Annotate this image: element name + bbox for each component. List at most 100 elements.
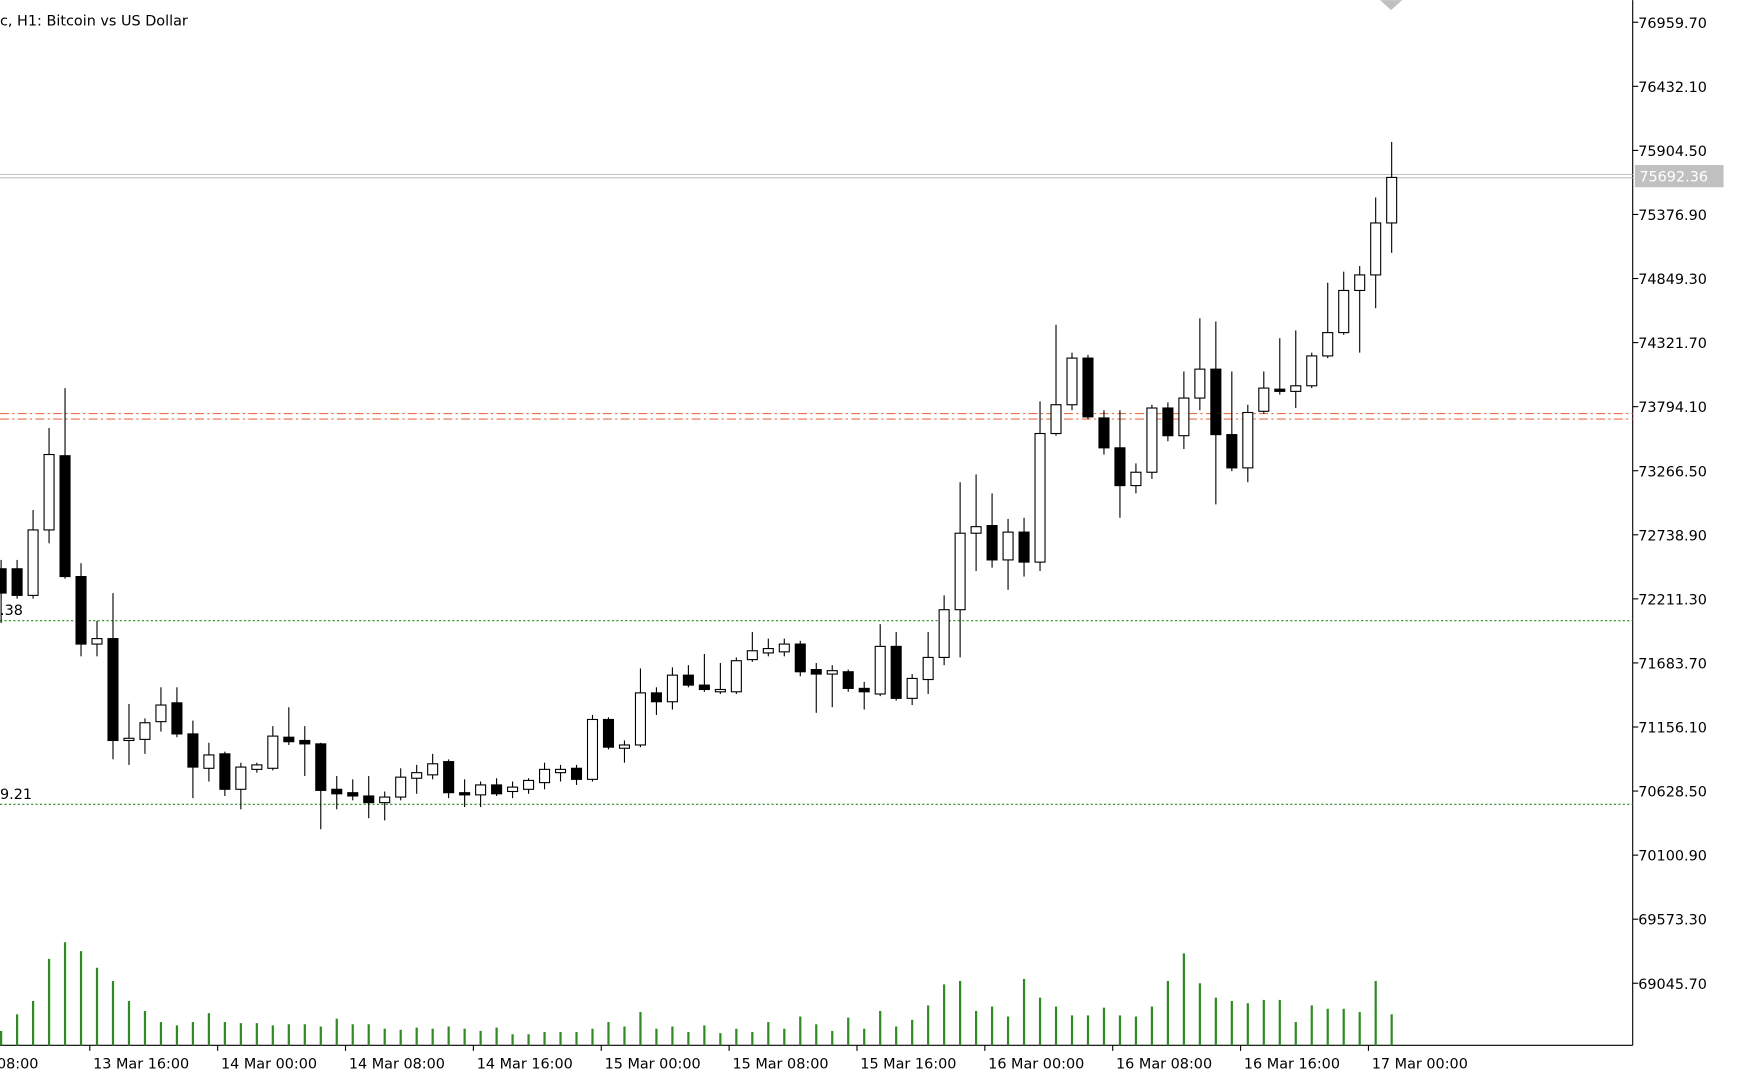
candle-body — [1034, 432, 1046, 563]
candle-body — [1290, 385, 1302, 392]
candle-body — [810, 669, 822, 675]
candle-body — [634, 692, 646, 746]
candle-body — [59, 455, 71, 578]
y-tick-label: 71683.70 — [1638, 656, 1707, 672]
candle-body — [411, 772, 423, 779]
x-tick-label: 15 Mar 00:00 — [605, 1057, 701, 1073]
candle-body — [666, 674, 678, 703]
candle-body — [570, 767, 583, 780]
candle-body — [1114, 447, 1126, 487]
candle-body — [826, 670, 838, 675]
candle-body — [427, 763, 439, 776]
y-tick-label: 69573.30 — [1638, 913, 1707, 929]
candle-body — [331, 788, 343, 795]
candle-body — [874, 645, 886, 695]
y-tick-label: 76959.70 — [1638, 16, 1707, 32]
y-tick-label: 71156.10 — [1638, 721, 1707, 737]
candle-body — [1370, 222, 1382, 276]
candle-body — [203, 754, 215, 769]
candle-body — [922, 656, 934, 681]
candle-body — [890, 645, 902, 699]
candle-body — [762, 648, 774, 654]
x-tick-label: 14 Mar 08:00 — [349, 1057, 445, 1073]
candle-body — [1050, 404, 1062, 435]
candle-body — [794, 643, 806, 673]
y-tick-label: 70628.50 — [1638, 785, 1707, 801]
x-tick-label: 17 Mar 00:00 — [1372, 1057, 1468, 1073]
y-tick-label: 69045.70 — [1638, 977, 1707, 993]
candle-body — [778, 643, 790, 653]
candle-body — [539, 768, 551, 784]
candle-body — [1130, 471, 1142, 487]
candle-body — [171, 702, 183, 735]
candle-body — [1354, 274, 1366, 292]
candle-body — [554, 768, 567, 774]
x-tick-label: 14 Mar 16:00 — [477, 1057, 573, 1073]
candle-body — [714, 688, 726, 693]
candle-body — [602, 718, 615, 748]
candle-body — [235, 766, 247, 790]
x-tick-label: 15 Mar 16:00 — [860, 1057, 956, 1073]
candle-body — [1386, 176, 1398, 224]
candle-body — [459, 792, 471, 796]
candle-body — [1338, 289, 1350, 334]
candle-body — [618, 744, 631, 749]
candle-body — [107, 638, 119, 742]
current-price-label: 75692.36 — [1639, 170, 1708, 186]
y-tick-label: 73266.50 — [1638, 464, 1707, 480]
candle-body — [0, 568, 7, 594]
x-tick-label: 15 Mar 08:00 — [732, 1057, 828, 1073]
candle-body — [954, 532, 966, 611]
candle-body — [906, 677, 918, 699]
candle-body — [267, 735, 279, 769]
candle-body — [746, 650, 758, 661]
y-tick-label: 75904.50 — [1638, 144, 1707, 160]
candle-body — [1194, 368, 1206, 399]
candle-body — [1258, 387, 1270, 412]
candle-body — [187, 733, 199, 768]
candle-body — [91, 638, 103, 645]
candle-body — [730, 660, 742, 693]
candle-body — [970, 526, 982, 534]
candle-body — [1178, 397, 1190, 437]
candle-body — [682, 674, 694, 686]
candle-body — [1210, 368, 1222, 436]
level-label: .38 — [0, 603, 23, 619]
candle-body — [938, 609, 950, 658]
candle-body — [698, 684, 710, 691]
x-tick-label: 16 Mar 08:00 — [1116, 1057, 1212, 1073]
candle-body — [1306, 355, 1318, 387]
x-tick-label: Mar 08:00 — [0, 1057, 38, 1073]
candle-body — [1098, 417, 1110, 449]
x-tick-label: 14 Mar 00:00 — [221, 1057, 317, 1073]
candle-body — [299, 739, 311, 745]
candle-body — [650, 692, 662, 703]
candle-body — [251, 764, 263, 770]
candle-body — [27, 529, 39, 596]
candle-body — [123, 737, 135, 742]
level-label: 9.21 — [0, 787, 32, 803]
candle-body — [858, 687, 870, 693]
y-tick-label: 74321.70 — [1638, 336, 1707, 352]
y-tick-label: 70100.90 — [1638, 849, 1707, 865]
candle-body — [842, 671, 854, 689]
chart-title: c, H1: Bitcoin vs US Dollar — [0, 14, 188, 30]
candle-body — [1242, 411, 1254, 469]
candle-body — [491, 784, 503, 795]
y-tick-label: 75376.90 — [1638, 208, 1707, 224]
current-price-box — [1634, 165, 1724, 188]
candle-body — [523, 779, 535, 790]
candle-body — [1274, 388, 1286, 392]
candle-body — [43, 453, 55, 531]
candle-body — [363, 795, 375, 804]
candle-body — [283, 736, 295, 743]
candle-body — [219, 753, 231, 790]
candle-body — [586, 718, 599, 780]
x-tick-label: 16 Mar 00:00 — [988, 1057, 1084, 1073]
candle-body — [1018, 531, 1030, 563]
y-tick-label: 72211.30 — [1638, 592, 1707, 608]
y-tick-label: 72738.90 — [1638, 528, 1707, 544]
candle-body — [1146, 407, 1158, 473]
